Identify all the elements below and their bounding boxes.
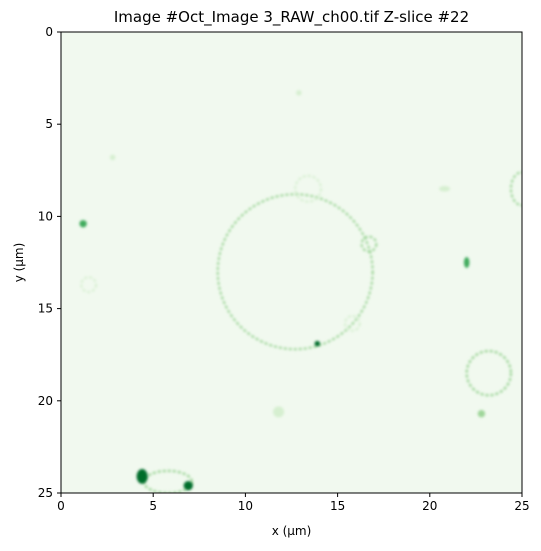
feature-large-cell (216, 193, 374, 351)
x-axis-label: x (μm) (272, 524, 312, 538)
feature-right-cell (465, 349, 513, 397)
y-axis-ticks: 0 5 10 15 20 25 (38, 25, 61, 500)
chart-title: Image #Oct_Image 3_RAW_ch00.tif Z-slice … (114, 8, 469, 27)
y-tick-label: 25 (38, 486, 53, 500)
y-tick-label: 20 (38, 394, 53, 408)
feature-spot-5 (183, 481, 193, 491)
x-axis-ticks: 0 5 10 15 20 25 (57, 493, 530, 513)
feature-spot-2 (314, 340, 321, 347)
feature-spot-6 (109, 154, 116, 161)
feature-spot-8 (439, 185, 451, 192)
plot-frame (60, 31, 523, 494)
feature-spot-4 (136, 469, 148, 484)
x-tick-label: 10 (238, 499, 253, 513)
x-tick-label: 25 (514, 499, 529, 513)
x-tick-label: 15 (330, 499, 345, 513)
y-tick-label: 5 (45, 117, 53, 131)
feature-spot-3 (463, 256, 470, 269)
plot-area (61, 32, 522, 493)
feature-left-ring (80, 276, 98, 294)
y-axis-label: y (μm) (12, 243, 26, 283)
feature-cell-top-bleb (294, 174, 323, 203)
y-tick-label: 10 (38, 209, 53, 223)
feature-spot-10 (477, 410, 486, 418)
y-tick-label: 0 (45, 25, 53, 39)
x-tick-label: 20 (422, 499, 437, 513)
image-features (79, 90, 522, 493)
feature-spot-9 (273, 406, 285, 418)
x-tick-label: 5 (149, 499, 157, 513)
x-tick-label: 0 (57, 499, 65, 513)
feature-spot-7 (296, 90, 302, 96)
feature-spot-1 (79, 220, 87, 228)
y-tick-label: 15 (38, 302, 53, 316)
feature-cell-right-bleb (360, 235, 378, 253)
feature-cell-lower-bleb (343, 314, 361, 332)
